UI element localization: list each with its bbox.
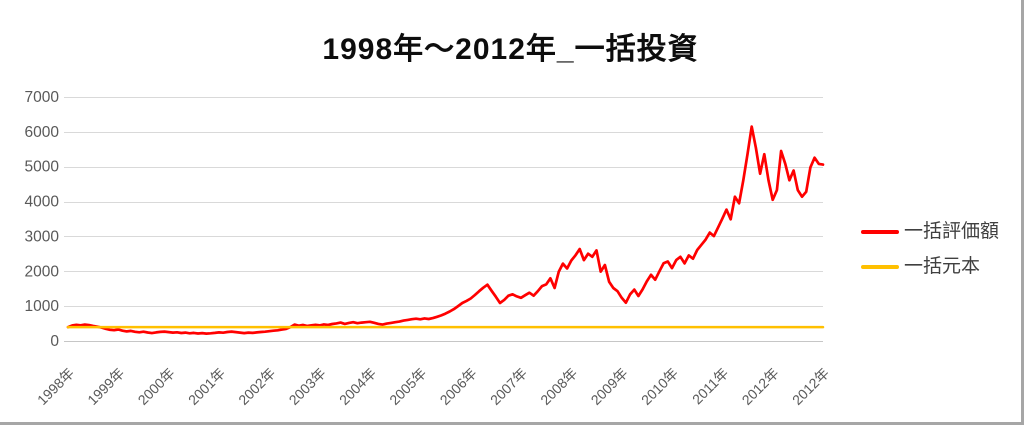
- x-axis-tick-label: 2007年: [487, 365, 530, 408]
- legend-swatch-orange-line: [861, 264, 899, 269]
- x-axis-tick-label: 2009年: [588, 365, 631, 408]
- y-axis-tick-label: 3000: [25, 228, 60, 245]
- legend-swatch-red-line: [861, 229, 899, 234]
- legend: 一括評価額 一括元本: [861, 220, 999, 278]
- x-axis-tick-label: 1999年: [84, 365, 127, 408]
- legend-label-evaluation: 一括評価額: [904, 221, 1000, 242]
- x-axis-tick-label: 2005年: [386, 365, 429, 408]
- y-axis-tick-label: 1000: [25, 298, 60, 315]
- series-line-0: [66, 125, 825, 335]
- y-axis-tick-label: 6000: [25, 124, 60, 141]
- legend-item-evaluation[interactable]: 一括評価額: [861, 220, 999, 243]
- x-axis-tick-label: 2006年: [437, 365, 480, 408]
- legend-item-principal[interactable]: 一括元本: [861, 255, 999, 278]
- x-axis-tick-label: 2003年: [286, 365, 329, 408]
- x-axis-tick-label: 1998年: [34, 365, 77, 408]
- x-axis-tick-label: 2012年: [789, 365, 832, 408]
- y-axis-tick-label: 7000: [25, 89, 60, 106]
- chart-title: 1998年〜2012年_一括投資: [322, 33, 699, 66]
- y-axis-tick-label: 0: [50, 333, 59, 350]
- x-axis-tick-label: 2002年: [235, 365, 278, 408]
- y-axis-tick-label: 2000: [25, 263, 60, 280]
- x-axis-tick-label: 2000年: [135, 365, 178, 408]
- x-axis-tick-label: 2008年: [537, 365, 580, 408]
- x-axis-tick-label: 2011年: [689, 365, 732, 408]
- legend-label-principal: 一括元本: [904, 256, 981, 277]
- x-axis-tick-label: 2012年: [739, 365, 782, 408]
- y-axis-tick-label: 4000: [25, 194, 60, 211]
- y-axis-tick-label: 5000: [25, 159, 60, 176]
- x-axis-tick-label: 2010年: [638, 365, 681, 408]
- x-axis-tick-label: 2001年: [185, 365, 228, 408]
- x-axis-tick-label: 2004年: [336, 365, 379, 408]
